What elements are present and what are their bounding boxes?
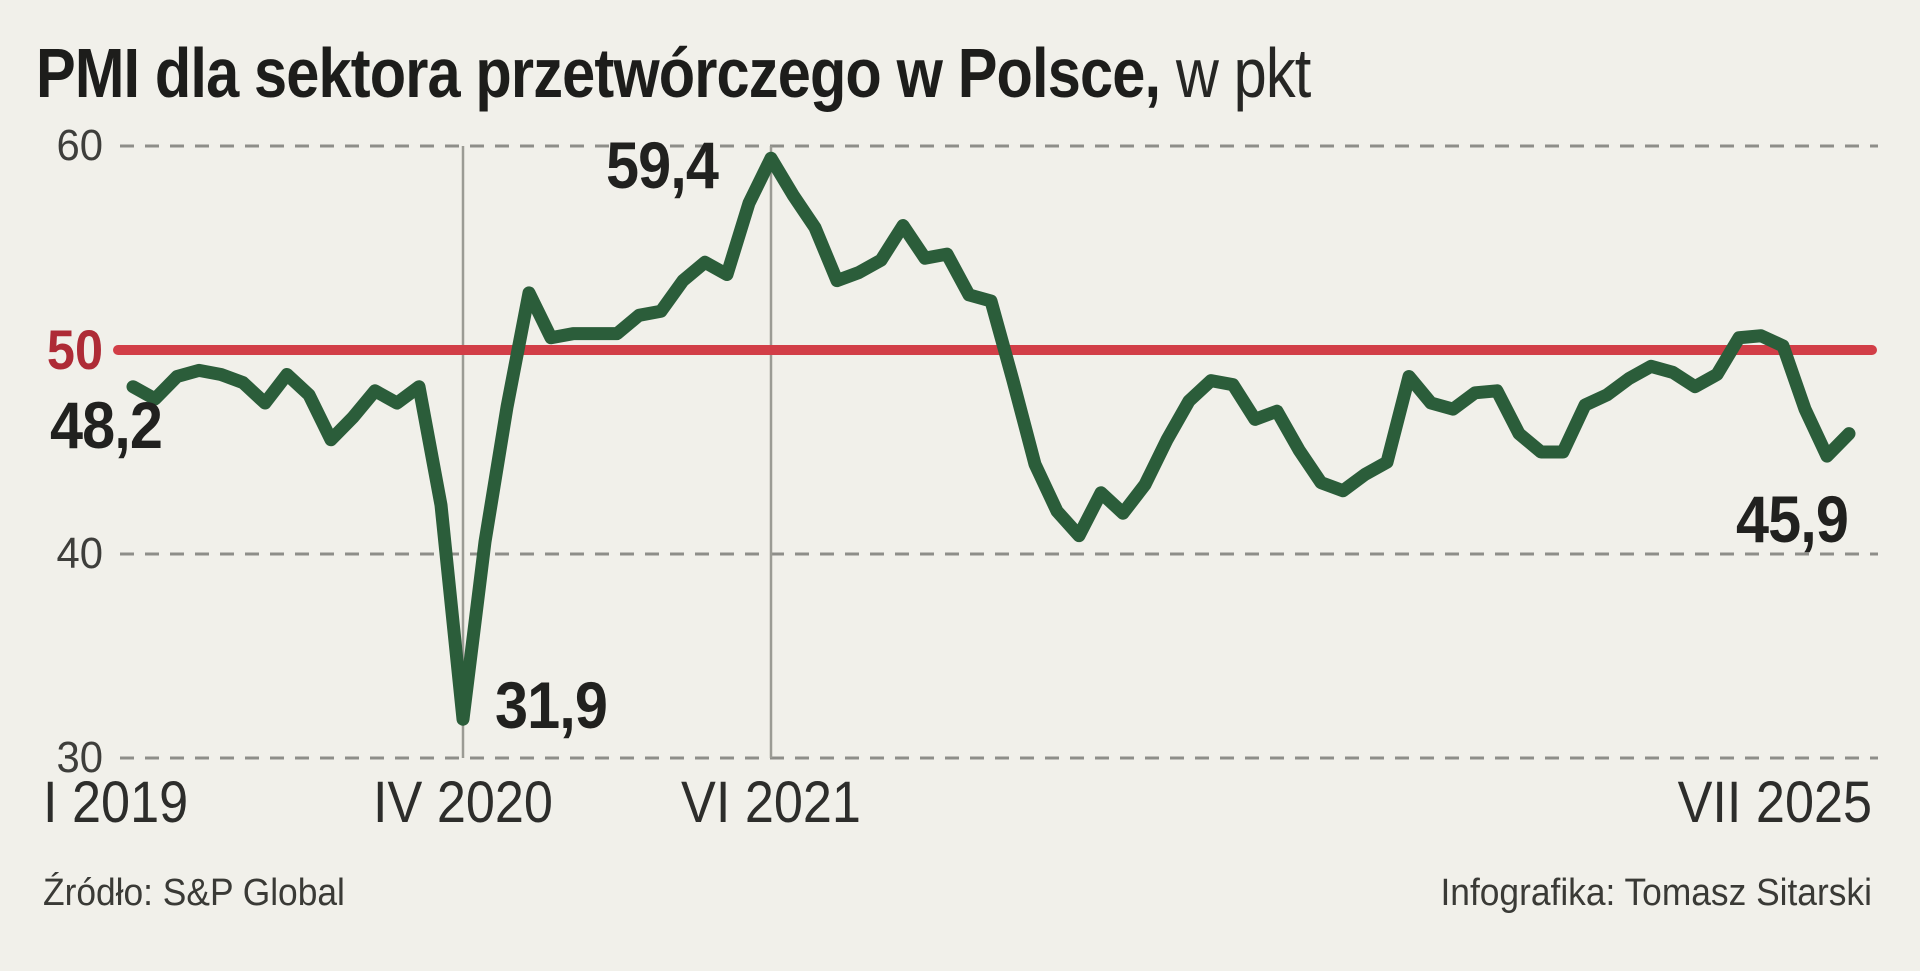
source-credit: Źródło: S&P Global — [43, 872, 345, 914]
x-axis-label-apr2020: IV 2020 — [373, 770, 553, 835]
pmi-data-line — [126, 151, 1856, 726]
y-axis-label-30: 30 — [56, 733, 103, 782]
title-unit: w pkt — [1160, 34, 1311, 112]
x-axis-label-jun2021: VI 2021 — [681, 770, 861, 835]
annotation-dip-value: 31,9 — [495, 668, 608, 742]
y-axis-label-50: 50 — [46, 318, 103, 381]
x-axis-label-jan2019: I 2019 — [43, 770, 189, 835]
annotation-peak-value: 59,4 — [606, 128, 719, 202]
y-axis-label-60: 60 — [56, 121, 103, 170]
annotation-end-value: 45,9 — [1736, 482, 1849, 556]
y-axis-label-40: 40 — [56, 529, 103, 578]
x-axis-label-jul2025: VII 2025 — [1677, 770, 1872, 835]
page-title: PMI dla sektora przetwórczego w Polsce, … — [36, 38, 1311, 108]
title-bold: PMI dla sektora przetwórczego w Polsce, — [36, 34, 1161, 112]
infographic-credit: Infografika: Tomasz Sitarski — [1440, 872, 1872, 914]
annotation-start-value: 48,2 — [50, 388, 163, 462]
